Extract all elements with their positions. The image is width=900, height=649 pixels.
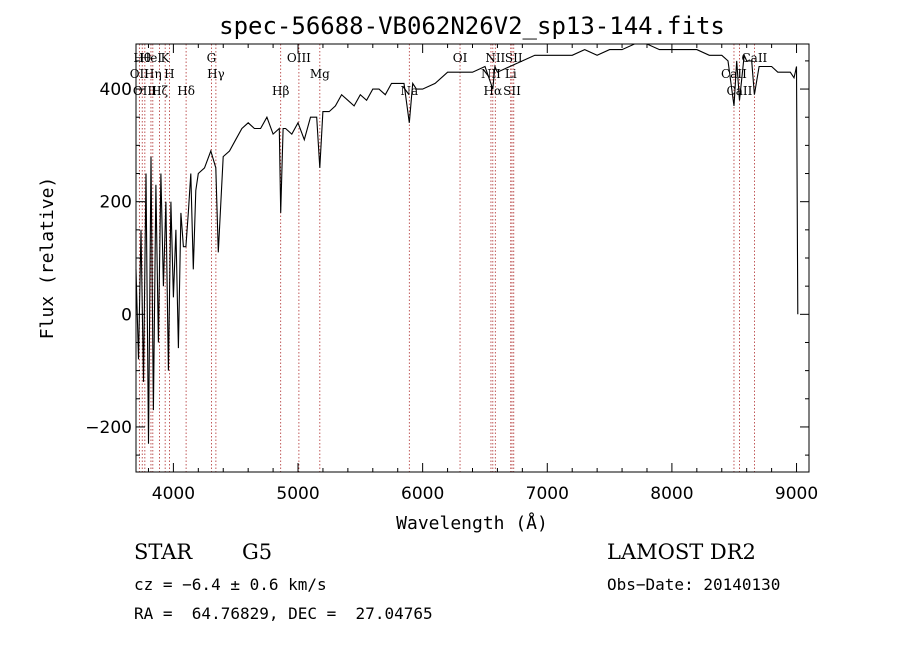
line-marker-label: SII: [503, 84, 521, 98]
line-marker-label: G: [207, 51, 217, 65]
line-markers: [138, 44, 755, 472]
line-marker-label: Li: [505, 67, 517, 81]
plot-frame: [135, 43, 810, 473]
line-marker-label: OIII: [287, 51, 311, 65]
line-marker-label: OII: [130, 67, 150, 81]
x-tick-label: 4000: [152, 484, 195, 504]
line-marker-label: Hζ: [151, 84, 168, 98]
line-marker-label: NII: [485, 51, 505, 65]
x-tick-label: 9000: [775, 484, 818, 504]
x-tick-label: 7000: [526, 484, 569, 504]
line-marker-label: HeI: [140, 51, 163, 65]
y-axis-label: Flux (relative): [37, 177, 58, 340]
line-marker-label: K: [161, 51, 171, 65]
line-marker-label: CaII: [727, 84, 753, 98]
line-marker-label: Hγ: [207, 67, 225, 81]
x-tick-label: 5000: [276, 484, 319, 504]
observation-date: Obs−Date: 20140130: [607, 575, 781, 594]
line-marker-label: Hα: [484, 84, 503, 98]
line-marker-label: Hβ: [272, 84, 289, 98]
line-marker-label: CaII: [741, 51, 767, 65]
y-tick-label: 0: [121, 305, 132, 325]
line-marker-label: Hδ: [177, 84, 195, 98]
coordinates: RA = 64.76829, DEC = 27.04765: [134, 604, 433, 623]
line-marker-label: Hη: [144, 67, 162, 81]
line-marker-label: Hθ: [133, 51, 151, 65]
object-subclass: G5: [242, 540, 273, 564]
line-marker-label: NII: [481, 67, 501, 81]
line-marker-label: OIII: [133, 84, 157, 98]
x-axis-label: Wavelength (Å): [396, 512, 548, 534]
y-tick-label: 400: [100, 80, 132, 100]
y-tick-label: 200: [100, 193, 132, 213]
line-marker-label: Mg: [310, 67, 330, 81]
line-marker-label: CaII: [721, 67, 747, 81]
x-tick-label: 8000: [650, 484, 693, 504]
y-axis-ticks: −200 0 200 400: [85, 60, 809, 456]
object-class: STAR: [134, 540, 193, 564]
line-marker-label: SII: [505, 51, 523, 65]
line-marker-label: OI: [453, 51, 468, 65]
x-tick-label: 6000: [401, 484, 444, 504]
line-marker-label: Na: [400, 84, 418, 98]
spectrum-line: [135, 43, 799, 444]
x-axis-ticks: 4000 5000 6000 7000 8000 9000: [147, 44, 818, 504]
chart-title: spec-56688-VB062N26V2_sp13-144.fits: [219, 12, 725, 40]
survey-name: LAMOST DR2: [607, 540, 756, 564]
line-marker-label: H: [164, 67, 174, 81]
y-tick-label: −200: [85, 418, 132, 438]
redshift-cz: cz = −6.4 ± 0.6 km/s: [134, 575, 327, 594]
